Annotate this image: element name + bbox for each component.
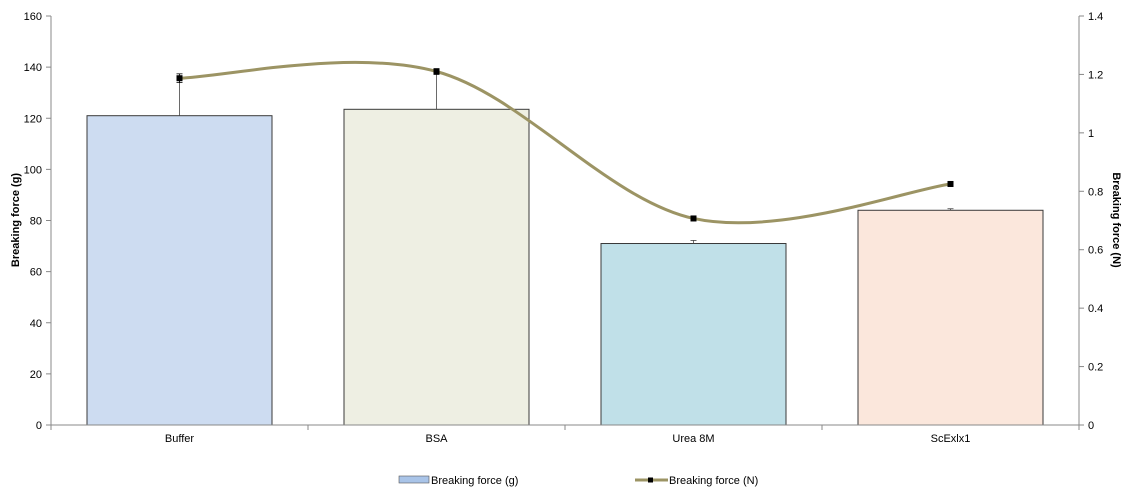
y-right-tick-label: 1.4 — [1088, 11, 1103, 23]
y-left-tick-label: 20 — [30, 369, 42, 381]
y-right-tick-label: 0.2 — [1088, 362, 1103, 374]
y-right-tick-label: 0 — [1088, 420, 1094, 432]
y-right-tick-label: 0.8 — [1088, 186, 1103, 198]
bar-series — [86, 108, 1044, 426]
legend-label-line: Breaking force (N) — [669, 475, 758, 487]
line-marker — [176, 75, 183, 82]
axes: 0 20 40 60 80 100 120 140 160 0 0.2 0.4 0.6 0.8 1 1.2 1.… — [24, 11, 1104, 445]
line-marker — [690, 215, 697, 222]
y-right-tick-label: 1 — [1088, 128, 1094, 140]
x-tick-label: BSA — [425, 433, 448, 445]
y-right-tick-label: 0.4 — [1088, 303, 1103, 315]
y-left-tick-label: 40 — [30, 318, 42, 330]
line-series — [176, 60, 954, 225]
x-tick-label: Buffer — [165, 433, 194, 445]
error-bars — [176, 71, 954, 244]
y-left-tick-label: 0 — [36, 420, 42, 432]
line-path — [179, 60, 951, 225]
x-tick-label: ScExlx1 — [931, 433, 971, 445]
bar-buffer — [86, 115, 273, 426]
bar-urea-8m — [600, 243, 787, 426]
legend-label-bar: Breaking force (g) — [431, 475, 518, 487]
legend-swatch-marker — [648, 477, 653, 483]
y-left-tick-label: 120 — [24, 113, 42, 125]
y-axis-right-title: Breaking force (N) — [1110, 172, 1122, 268]
bar-scexlx1 — [857, 209, 1044, 426]
y-left-tick-label: 100 — [24, 164, 42, 176]
line-marker — [947, 180, 954, 187]
bar-bsa — [343, 108, 530, 426]
y-left-tick-label: 60 — [30, 267, 42, 279]
line-marker — [433, 68, 440, 75]
legend-swatch-bar — [398, 475, 430, 484]
x-tick-label: Urea 8M — [672, 433, 714, 445]
y-left-tick-label: 140 — [24, 62, 42, 74]
y-right-tick-label: 0.6 — [1088, 245, 1103, 257]
legend: Breaking force (g) Breaking force (N) — [398, 475, 758, 487]
y-axis-left-title: Breaking force (g) — [10, 173, 22, 267]
y-left-tick-label: 160 — [24, 11, 42, 23]
y-right-tick-label: 1.2 — [1088, 69, 1103, 81]
y-left-tick-label: 80 — [30, 216, 42, 228]
